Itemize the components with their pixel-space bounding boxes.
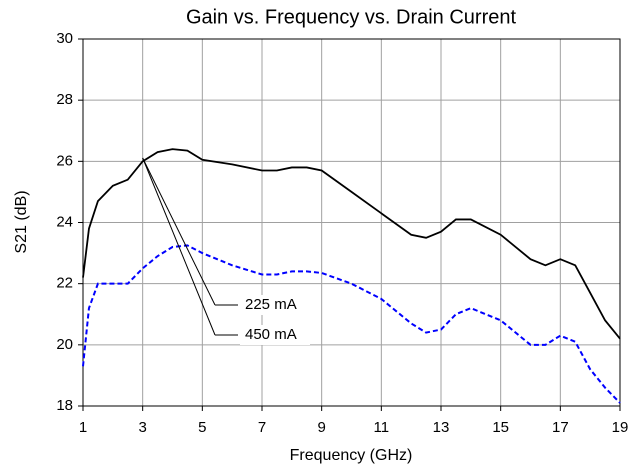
x-tick-label: 11 bbox=[374, 419, 390, 436]
x-tick-label: 13 bbox=[433, 419, 450, 436]
x-axis-label: Frequency (GHz) bbox=[290, 447, 413, 464]
chart-title: Gain vs. Frequency vs. Drain Current bbox=[186, 6, 517, 28]
legend-bg bbox=[240, 325, 310, 345]
legend-label: 225 mA bbox=[245, 296, 297, 313]
y-tick-label: 18 bbox=[56, 397, 73, 414]
x-tick-label: 1 bbox=[79, 419, 87, 436]
x-tick-label: 7 bbox=[258, 419, 266, 436]
x-tick-label: 15 bbox=[492, 419, 509, 436]
y-axis-label: S21 (dB) bbox=[13, 190, 30, 253]
leader-line bbox=[142, 157, 216, 336]
plot-frame bbox=[82, 38, 621, 407]
legend-bg bbox=[240, 295, 310, 315]
y-tick-label: 26 bbox=[56, 152, 73, 169]
legend-label: 450 mA bbox=[245, 326, 297, 343]
data-line bbox=[82, 148, 621, 340]
y-tick-label: 28 bbox=[56, 91, 73, 108]
y-tick-label: 24 bbox=[56, 213, 73, 230]
y-tick-label: 30 bbox=[56, 30, 73, 47]
x-tick-label: 17 bbox=[552, 419, 569, 436]
data-line bbox=[82, 244, 621, 404]
x-tick-label: 5 bbox=[198, 419, 206, 436]
y-tick-label: 22 bbox=[56, 275, 73, 292]
leader-line bbox=[142, 157, 216, 306]
x-tick-label: 19 bbox=[612, 419, 629, 436]
x-tick-label: 3 bbox=[138, 419, 146, 436]
x-tick-label: 9 bbox=[317, 419, 325, 436]
y-tick-label: 20 bbox=[56, 336, 73, 353]
